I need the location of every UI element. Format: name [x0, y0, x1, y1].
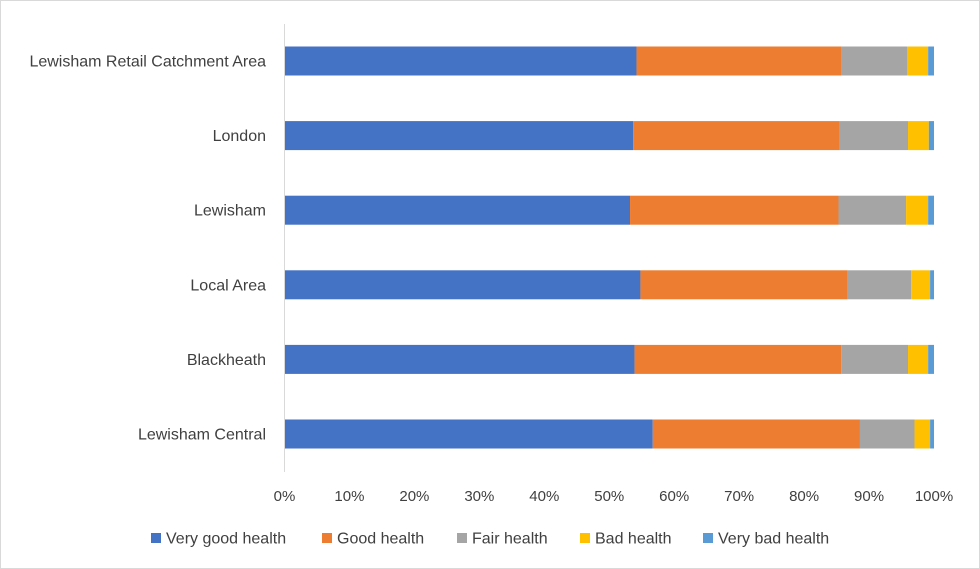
legend-swatch-good-health	[322, 533, 332, 543]
x-tick-label: 30%	[464, 488, 494, 505]
x-tick-label: 70%	[724, 488, 754, 505]
bar-segment-fair-health-5	[841, 344, 909, 374]
x-tick-label: 50%	[594, 488, 624, 505]
bar-segment-very-bad-health-6	[930, 419, 934, 449]
legend-label-good-health: Good health	[337, 531, 424, 548]
x-tick-label: 0%	[274, 488, 296, 505]
bar-segment-bad-health-6	[914, 419, 931, 449]
bar-segment-good-health-3	[630, 195, 839, 225]
bar-segment-bad-health-4	[911, 270, 931, 300]
bar-segment-fair-health-1	[841, 46, 908, 76]
legend-label-fair-health: Fair health	[472, 531, 548, 548]
x-tick-label: 60%	[659, 488, 689, 505]
x-tick-label: 10%	[334, 488, 364, 505]
x-tick-label: 40%	[529, 488, 559, 505]
category-label: Lewisham Central	[138, 427, 266, 444]
category-label: Lewisham	[194, 203, 266, 220]
bar-segment-very-good-health-2	[284, 121, 634, 151]
bar-segment-fair-health-4	[847, 270, 912, 300]
bar-segment-good-health-1	[636, 46, 842, 76]
legend-swatch-very-bad-health	[703, 533, 713, 543]
bar-segment-very-good-health-5	[284, 344, 635, 374]
bar-segment-good-health-2	[633, 121, 840, 151]
bars-layer	[284, 46, 934, 449]
category-label: Blackheath	[187, 352, 266, 369]
bar-segment-bad-health-2	[908, 121, 929, 151]
x-tick-label: 100%	[915, 488, 953, 505]
bar-segment-bad-health-5	[908, 344, 929, 374]
category-label: London	[213, 128, 266, 145]
bar-segment-fair-health-2	[839, 121, 909, 151]
bar-segment-very-bad-health-5	[928, 344, 934, 374]
x-tick-label: 20%	[399, 488, 429, 505]
legend-label-bad-health: Bad health	[595, 531, 672, 548]
legend-swatch-very-good-health	[151, 533, 161, 543]
bar-segment-good-health-6	[652, 419, 860, 449]
x-tick-labels: 0% 10% 20% 30% 40% 50% 60% 70% 80% 90% 100%	[274, 488, 954, 505]
bar-segment-very-bad-health-4	[930, 270, 934, 300]
x-tick-label: 90%	[854, 488, 884, 505]
bar-segment-very-bad-health-3	[928, 195, 934, 225]
bar-segment-very-good-health-1	[284, 46, 637, 76]
bar-segment-very-good-health-4	[284, 270, 641, 300]
bar-segment-bad-health-1	[907, 46, 929, 76]
category-label: Local Area	[190, 277, 266, 294]
bar-segment-fair-health-6	[859, 419, 915, 449]
bar-segment-very-bad-health-2	[928, 121, 934, 151]
legend: Very good health Good health Fair health Ba…	[151, 531, 829, 548]
bar-segment-very-good-health-6	[284, 419, 653, 449]
bar-segment-good-health-4	[640, 270, 848, 300]
legend-swatch-fair-health	[457, 533, 467, 543]
bar-segment-fair-health-3	[838, 195, 907, 225]
bar-segment-very-good-health-3	[284, 195, 631, 225]
bar-segment-very-bad-health-1	[928, 46, 934, 76]
category-labels: Lewisham Retail Catchment Area London Lewi…	[29, 54, 266, 444]
legend-label-very-bad-health: Very bad health	[718, 531, 829, 548]
bar-segment-good-health-5	[634, 344, 842, 374]
x-tick-label: 80%	[789, 488, 819, 505]
bar-segment-bad-health-3	[906, 195, 929, 225]
category-label: Lewisham Retail Catchment Area	[29, 54, 266, 71]
legend-swatch-bad-health	[580, 533, 590, 543]
legend-label-very-good-health: Very good health	[166, 531, 286, 548]
